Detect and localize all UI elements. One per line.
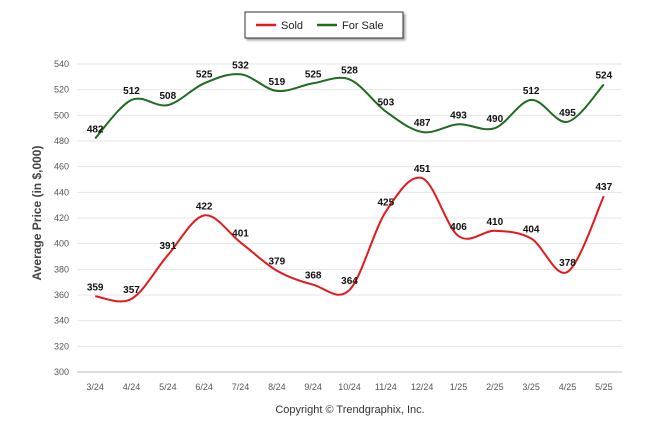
data-label: 437 [595, 182, 612, 193]
data-label: 378 [559, 258, 576, 269]
data-label: 368 [305, 271, 322, 282]
y-tick-label: 460 [54, 162, 69, 172]
x-tick-label: 4/25 [559, 382, 577, 392]
data-label: 495 [559, 108, 576, 119]
y-tick-label: 340 [54, 316, 69, 326]
data-label: 404 [523, 225, 540, 236]
data-label: 512 [123, 86, 140, 97]
y-tick-label: 540 [54, 59, 69, 69]
y-tick-label: 440 [54, 187, 69, 197]
data-label: 410 [486, 217, 503, 228]
data-label: 487 [414, 118, 431, 129]
data-label: 422 [196, 201, 213, 212]
x-tick-label: 10/24 [338, 382, 361, 392]
x-tick-label: 7/24 [232, 382, 250, 392]
data-label: 519 [268, 77, 285, 88]
data-label: 482 [87, 124, 104, 135]
x-tick-label: 4/24 [123, 382, 141, 392]
series-line-sold [95, 176, 605, 303]
plot-lines [94, 73, 605, 303]
legend-label-sold: Sold [281, 20, 303, 32]
data-label: 493 [450, 110, 467, 121]
x-tick-label: 5/25 [595, 382, 613, 392]
data-label: 357 [123, 285, 140, 296]
data-label: 503 [377, 97, 394, 108]
data-label: 532 [232, 60, 249, 71]
legend-label-for-sale: For Sale [342, 20, 384, 32]
y-tick-label: 320 [54, 341, 69, 351]
y-tick-label: 400 [54, 239, 69, 249]
y-tick-label: 300 [54, 367, 69, 377]
data-label: 359 [87, 282, 104, 293]
data-label: 528 [341, 65, 358, 76]
data-label: 508 [159, 91, 176, 102]
data-label: 406 [450, 222, 467, 233]
data-label: 512 [523, 86, 540, 97]
grid [77, 63, 622, 373]
y-tick-label: 480 [54, 136, 69, 146]
y-tick-label: 520 [54, 85, 69, 95]
x-tick-label: 12/24 [411, 382, 434, 392]
y-axis-title: Average Price (in $,000) [30, 146, 44, 281]
x-tick-label: 1/25 [450, 382, 468, 392]
x-tick-label: 8/24 [268, 382, 286, 392]
data-label: 525 [196, 69, 213, 80]
data-label: 490 [486, 114, 503, 125]
y-axis: 300 320 340 360 380 400 420 440 460 480 500 520 540 [54, 59, 69, 377]
data-label: 524 [595, 71, 612, 82]
legend: Sold For Sale [244, 11, 404, 39]
y-tick-label: 360 [54, 290, 69, 300]
data-label: 451 [414, 164, 431, 175]
copyright: Copyright © Trendgraphix, Inc. [275, 404, 424, 416]
x-tick-label: 11/24 [375, 382, 397, 392]
x-tick-label: 6/24 [195, 382, 213, 392]
x-tick-label: 3/24 [86, 382, 104, 392]
x-tick-label: 3/25 [522, 382, 540, 392]
x-axis: 3/24 4/24 5/24 6/24 7/24 8/24 9/24 10/24 11/24 12… [86, 382, 612, 392]
data-label: 379 [268, 257, 285, 268]
y-tick-label: 380 [54, 264, 69, 274]
data-label: 401 [232, 228, 249, 239]
data-labels: 359 357 391 422 401 379 368 364 425 451 406 410 404 3… [87, 60, 613, 296]
data-label: 364 [341, 276, 358, 287]
y-tick-label: 420 [54, 213, 69, 223]
x-tick-label: 2/25 [486, 382, 504, 392]
series-line-for-sale [94, 73, 605, 140]
data-label: 391 [159, 241, 176, 252]
x-tick-label: 9/24 [304, 382, 322, 392]
y-tick-label: 500 [54, 110, 69, 120]
data-label: 425 [377, 198, 394, 209]
data-label: 525 [305, 69, 322, 80]
x-tick-label: 5/24 [159, 382, 177, 392]
